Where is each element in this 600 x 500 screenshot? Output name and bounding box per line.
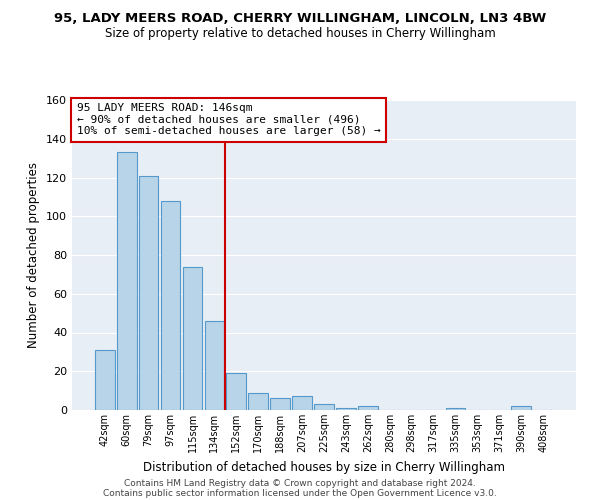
Text: Size of property relative to detached houses in Cherry Willingham: Size of property relative to detached ho… — [104, 28, 496, 40]
Text: 95 LADY MEERS ROAD: 146sqm
← 90% of detached houses are smaller (496)
10% of sem: 95 LADY MEERS ROAD: 146sqm ← 90% of deta… — [77, 103, 381, 136]
Bar — [205, 321, 224, 410]
Text: Contains HM Land Registry data © Crown copyright and database right 2024.: Contains HM Land Registry data © Crown c… — [124, 478, 476, 488]
Bar — [314, 404, 334, 410]
Bar — [95, 350, 115, 410]
Bar — [182, 266, 202, 410]
Bar — [117, 152, 137, 410]
Bar — [248, 392, 268, 410]
X-axis label: Distribution of detached houses by size in Cherry Willingham: Distribution of detached houses by size … — [143, 460, 505, 473]
Bar — [226, 373, 246, 410]
Bar — [161, 200, 181, 410]
Text: Contains public sector information licensed under the Open Government Licence v3: Contains public sector information licen… — [103, 488, 497, 498]
Bar — [358, 406, 378, 410]
Bar — [139, 176, 158, 410]
Y-axis label: Number of detached properties: Number of detached properties — [28, 162, 40, 348]
Bar — [292, 396, 312, 410]
Text: 95, LADY MEERS ROAD, CHERRY WILLINGHAM, LINCOLN, LN3 4BW: 95, LADY MEERS ROAD, CHERRY WILLINGHAM, … — [54, 12, 546, 26]
Bar — [446, 408, 466, 410]
Bar — [270, 398, 290, 410]
Bar — [511, 406, 531, 410]
Bar — [336, 408, 356, 410]
